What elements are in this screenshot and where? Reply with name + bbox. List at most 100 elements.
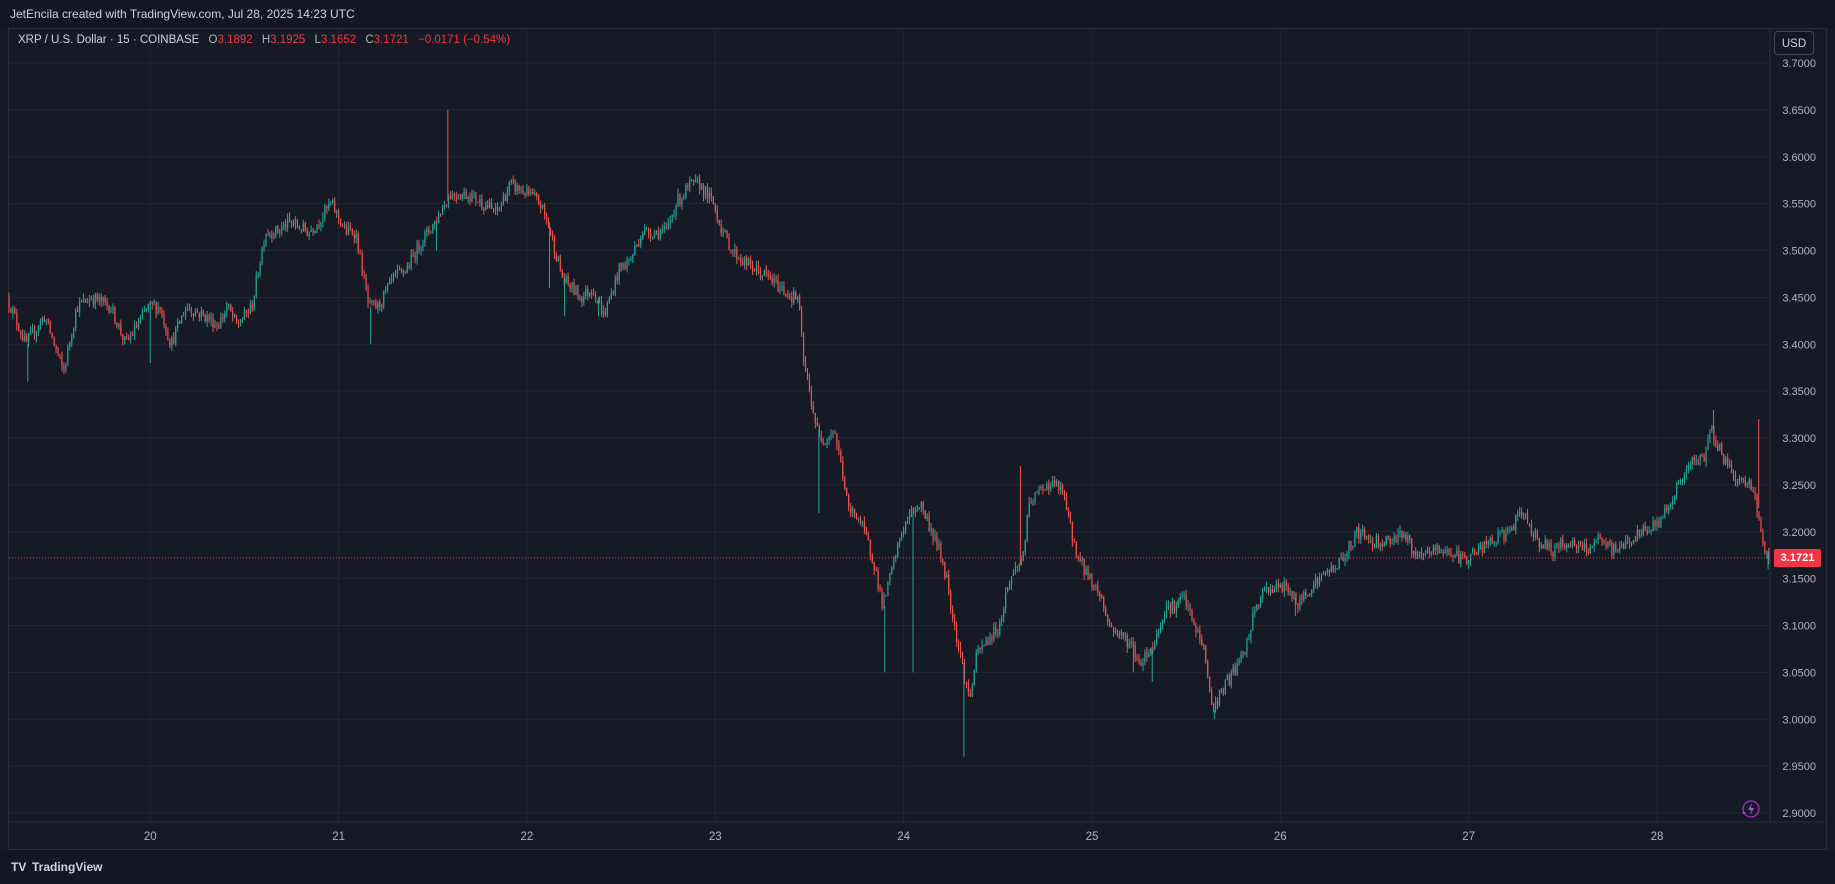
high-value: 3.1925 xyxy=(270,34,306,46)
candle-body xyxy=(1171,601,1174,614)
candle-body xyxy=(901,533,903,539)
candle-body xyxy=(706,186,709,199)
candle-body xyxy=(404,271,406,273)
candle-body xyxy=(1568,544,1570,546)
candle-body xyxy=(1209,676,1211,693)
candle-body xyxy=(1128,643,1130,648)
candle-body xyxy=(194,311,196,317)
candle-body xyxy=(1487,542,1489,545)
candle-body xyxy=(143,310,145,312)
candle-body xyxy=(651,236,654,238)
candle-body xyxy=(1354,533,1356,547)
candle-body xyxy=(1615,544,1617,551)
x-tick-label: 21 xyxy=(332,831,345,843)
candle-body xyxy=(1579,541,1582,546)
candle-body xyxy=(714,203,716,211)
candle-body xyxy=(1228,675,1230,686)
candle-body xyxy=(1083,559,1085,575)
candle-body xyxy=(1617,549,1619,551)
candle-body xyxy=(871,554,873,562)
candle-body xyxy=(18,324,20,332)
candle-body xyxy=(481,198,483,209)
candle-body xyxy=(1362,529,1364,532)
candle-body xyxy=(506,191,508,202)
candle-body xyxy=(408,265,410,268)
candle-body xyxy=(1736,481,1739,484)
chart-frame[interactable] xyxy=(8,28,1827,850)
candle-body xyxy=(1540,545,1542,547)
candle-body xyxy=(422,242,424,249)
candle-body xyxy=(494,206,497,211)
candle-body xyxy=(161,311,163,315)
candle-body xyxy=(610,292,612,299)
candle-body xyxy=(869,540,871,555)
currency-button[interactable]: USD xyxy=(1774,31,1814,55)
candle-body xyxy=(443,205,446,208)
candle-body xyxy=(241,319,244,323)
candle-body xyxy=(1723,454,1725,464)
candle-body xyxy=(875,570,877,572)
candle-body xyxy=(1585,543,1587,552)
candle-body xyxy=(88,299,91,304)
candle-body xyxy=(447,196,450,206)
candle-body xyxy=(67,347,69,365)
candle-body xyxy=(640,238,642,246)
candle-body xyxy=(1603,541,1605,543)
candle-body xyxy=(179,321,181,324)
candle-body xyxy=(1028,501,1030,517)
candle-body xyxy=(697,179,699,181)
candle-body xyxy=(1058,481,1060,491)
candle-body xyxy=(771,278,773,283)
candle-body xyxy=(1226,675,1228,681)
y-tick-label: 3.0000 xyxy=(1782,714,1816,726)
x-tick-label: 26 xyxy=(1274,831,1287,843)
candle-body xyxy=(116,322,118,327)
candle-body xyxy=(104,297,106,302)
candle-body xyxy=(279,231,281,233)
candle-body xyxy=(49,320,51,334)
symbol-legend[interactable]: XRP / U.S. Dollar · 15 · COINBASE O3.189… xyxy=(18,34,510,46)
candle-body xyxy=(979,647,981,650)
candle-body xyxy=(114,306,116,323)
candle-body xyxy=(1403,534,1405,538)
candle-body xyxy=(1010,576,1013,585)
candle-body xyxy=(889,573,891,582)
candle-body xyxy=(675,205,677,215)
candle-body xyxy=(1109,622,1111,626)
tradingview-logo-icon[interactable]: TV xyxy=(11,860,27,874)
candle-body xyxy=(288,217,291,221)
candle-body xyxy=(877,570,879,589)
tradingview-brand[interactable]: TradingView xyxy=(32,860,103,874)
candle-body xyxy=(1118,634,1121,636)
candle-body xyxy=(783,286,785,294)
candle-body xyxy=(86,302,89,304)
y-tick-label: 2.9000 xyxy=(1782,808,1816,820)
candle-body xyxy=(1713,427,1715,441)
candle-body xyxy=(385,289,387,291)
candle-body xyxy=(269,233,271,235)
candle-body xyxy=(1315,577,1317,586)
candle-body xyxy=(514,180,516,192)
candle-body xyxy=(553,237,556,255)
candle-body xyxy=(1452,555,1454,558)
candle-body xyxy=(1607,541,1609,548)
candle-body xyxy=(708,192,710,199)
y-tick-label: 3.4500 xyxy=(1782,292,1816,304)
candle-body xyxy=(1195,624,1197,633)
candle-body xyxy=(1146,651,1148,657)
candle-body xyxy=(1262,589,1264,598)
candle-body xyxy=(80,301,83,303)
candle-body xyxy=(383,290,385,306)
symbol-title[interactable]: XRP / U.S. Dollar · 15 · COINBASE xyxy=(18,34,200,46)
candle-body xyxy=(555,254,557,262)
candle-body xyxy=(910,508,913,513)
candle-body xyxy=(257,275,259,277)
candle-body xyxy=(857,518,860,520)
candle-body xyxy=(1069,512,1071,523)
candle-body xyxy=(1660,516,1662,528)
candle-body xyxy=(1356,526,1358,534)
candle-body xyxy=(57,349,59,355)
lightning-icon[interactable] xyxy=(1740,798,1762,820)
candle-body xyxy=(1177,600,1179,606)
